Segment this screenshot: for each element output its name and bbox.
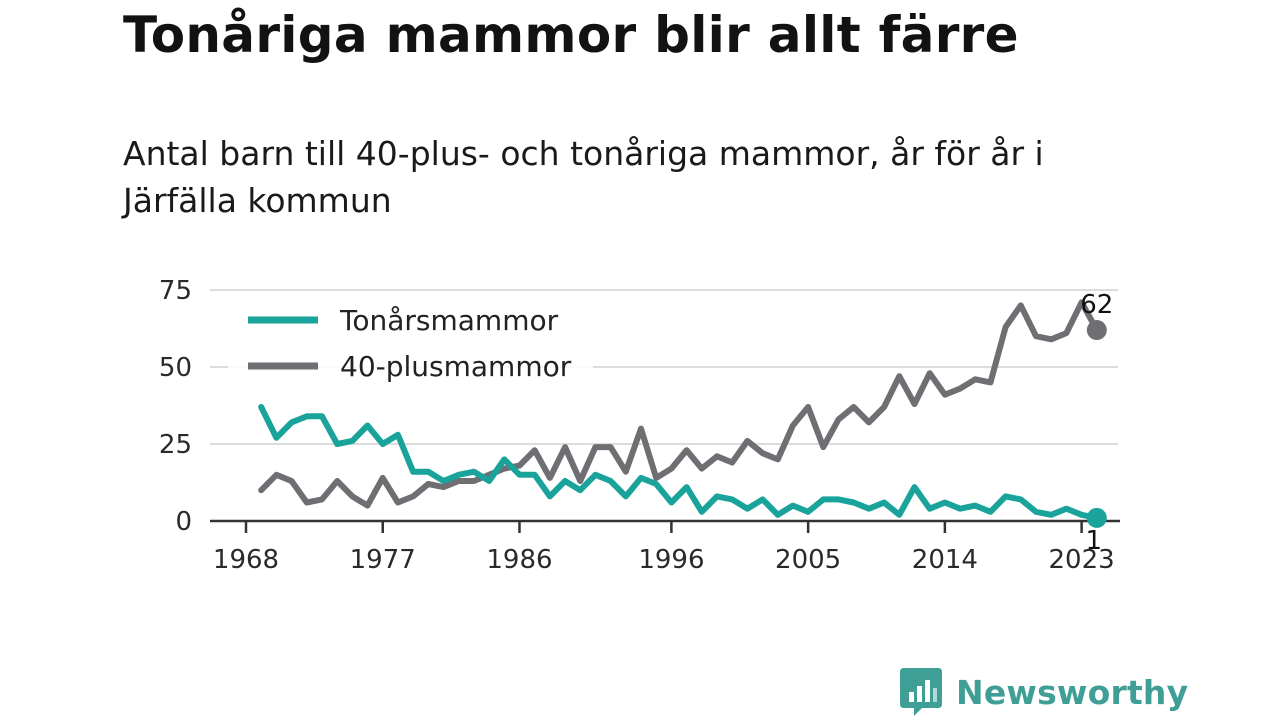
series-line-ton-rsmammor (258, 404, 1100, 521)
legend: Tonårsmammor 40-plusmammor (228, 296, 593, 392)
end-point-ton-rsmammor (1086, 507, 1107, 528)
x-tick-label-1977: 1977 (350, 545, 416, 575)
end-point-40-plusmammor (1086, 320, 1107, 341)
series-lines (258, 299, 1107, 528)
x-tick-label-2023: 2023 (1049, 545, 1115, 575)
x-tick-label-2014: 2014 (912, 545, 978, 575)
end-label-tonarsmammor: 1 (1086, 526, 1103, 556)
legend-background (228, 296, 593, 392)
legend-label-ton-rsmammor: Tonårsmammor (339, 304, 559, 337)
chart-subtitle: Antal barn till 40-plus- och tonåriga ma… (123, 134, 1044, 220)
end-label-40-plusmammor: 62 (1080, 290, 1113, 320)
y-tick-label-0: 0 (175, 507, 192, 537)
y-axis-labels: 0 25 50 75 (159, 276, 192, 537)
x-tick-label-1986: 1986 (486, 545, 552, 575)
brand-name: Newsworthy (956, 672, 1189, 712)
y-tick-label-25: 25 (159, 430, 192, 460)
y-tick-label-50: 50 (159, 353, 192, 383)
y-tick-label-75: 75 (159, 276, 192, 306)
legend-label-40-plusmammor: 40-plusmammor (340, 350, 572, 383)
chart-title: Tonåriga mammor blir allt färre (123, 6, 1019, 64)
bar-chart-speech-bubble-icon (900, 668, 942, 716)
x-axis: 1968 1977 1986 1996 2005 2014 2023 (210, 519, 1120, 575)
x-tick-label-1968: 1968 (213, 545, 279, 575)
x-tick-label-1996: 1996 (638, 545, 704, 575)
end-labels: 62 1 (1080, 290, 1113, 556)
newsworthy-brand: Newsworthy (900, 668, 1188, 716)
series-line-40-plusmammor (258, 299, 1100, 509)
x-tick-label-2005: 2005 (775, 545, 841, 575)
